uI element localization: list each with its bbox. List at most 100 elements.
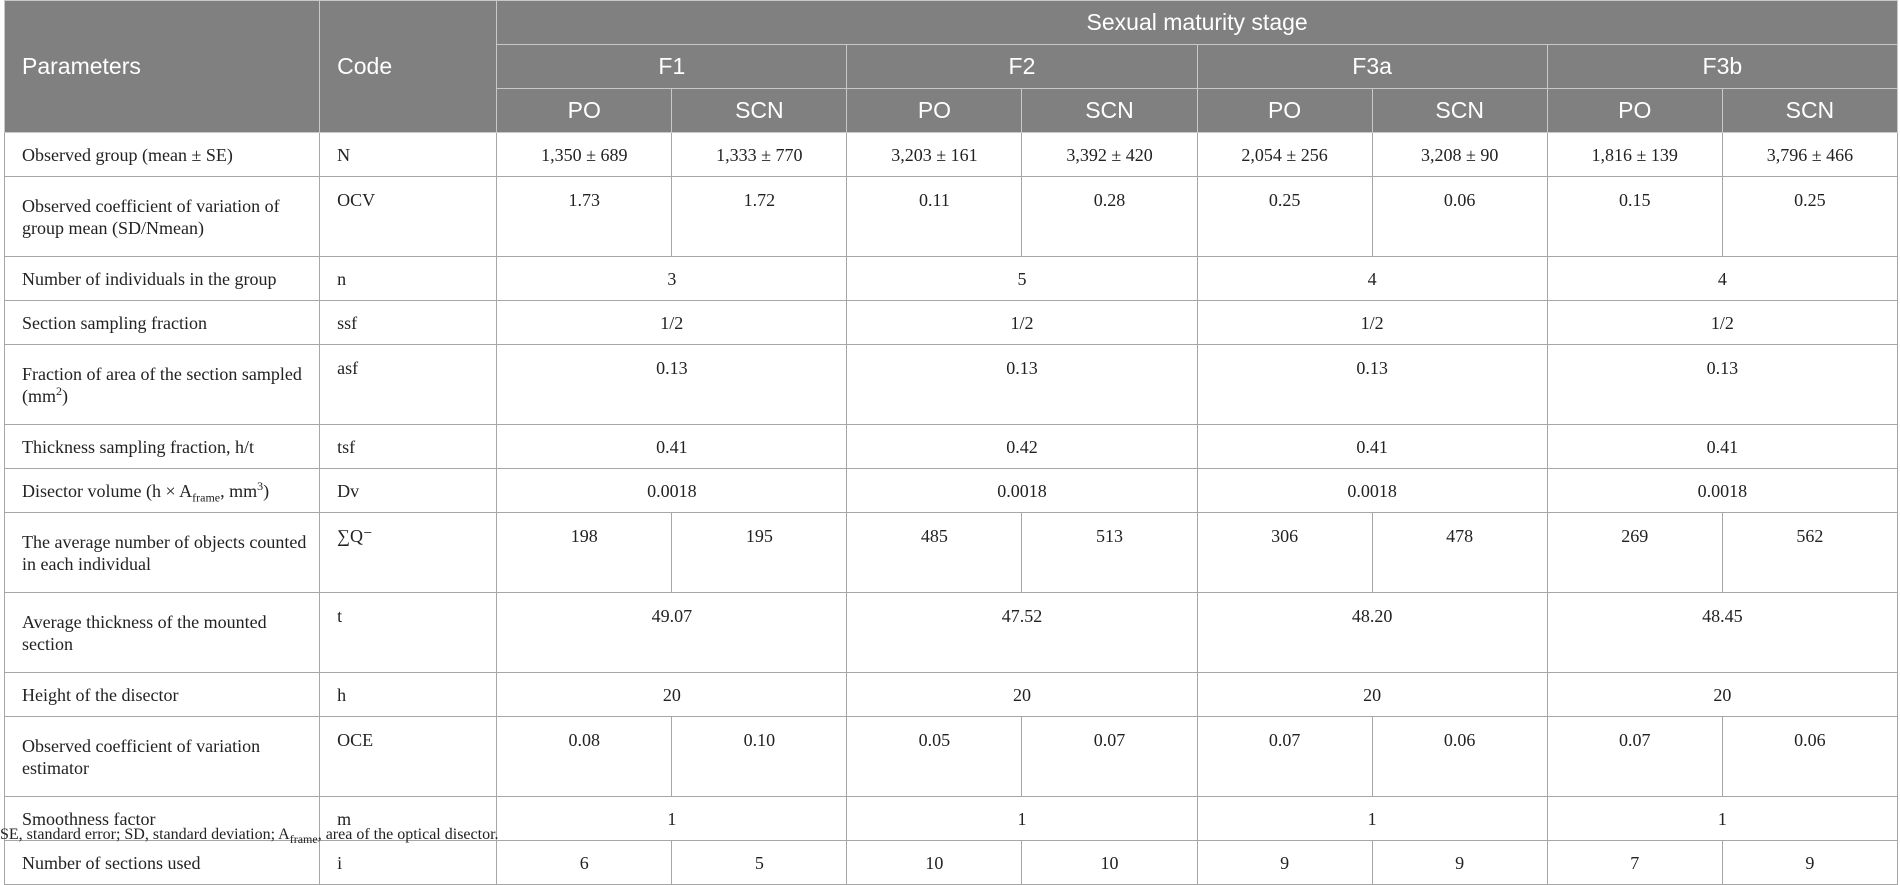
header-stage-f2: F2 [846, 44, 1198, 89]
table-cell: 0.06 [1371, 176, 1548, 257]
table-cell: 5 [671, 840, 848, 885]
row-code: m [319, 796, 498, 841]
table-cell: 195 [671, 512, 848, 593]
table-container: Parameters Code Sexual maturity stage F1… [3, 0, 1899, 885]
row-code: ssf [319, 300, 498, 345]
header-sub-po: PO [846, 88, 1023, 133]
table-cell: 2,054 ± 256 [1196, 132, 1373, 177]
row-param: Observed coefficient of variation of gro… [3, 176, 321, 257]
header-sub-scn: SCN [1371, 88, 1548, 133]
table-cell: 20 [496, 672, 848, 717]
table-cell: 9 [1196, 840, 1373, 885]
table-body: Observed group (mean ± SE) N 1,350 ± 689… [3, 132, 1899, 885]
table-cell: 0.13 [496, 344, 848, 425]
row-code: t [319, 592, 498, 673]
table-cell: 0.06 [1721, 716, 1899, 797]
table-cell: 20 [1196, 672, 1548, 717]
row-param-mid: , mm [220, 480, 258, 501]
table-cell: 306 [1196, 512, 1373, 593]
table-cell: 4 [1546, 256, 1899, 301]
table-cell: 49.07 [496, 592, 848, 673]
header-stage-f1: F1 [496, 44, 848, 89]
row-param-text: Fraction of area of the section sampled … [22, 363, 302, 406]
table-cell: 9 [1721, 840, 1899, 885]
row-code: tsf [319, 424, 498, 469]
table-cell: 20 [846, 672, 1198, 717]
table-cell: 269 [1546, 512, 1723, 593]
table-cell: 7 [1546, 840, 1723, 885]
table-cell: 48.20 [1196, 592, 1548, 673]
table-row-tsf: Thickness sampling fraction, h/t tsf 0.4… [3, 424, 1899, 469]
table-row-smoothness: Smoothness factor m 1 1 1 1 [3, 796, 1899, 841]
row-param: Number of individuals in the group [3, 256, 321, 301]
table-cell: 3,392 ± 420 [1021, 132, 1198, 177]
table-footnote: SE, standard error; SD, standard deviati… [0, 826, 499, 845]
table-cell: 1.73 [496, 176, 673, 257]
table-row-objects-counted: The average number of objects counted in… [3, 512, 1899, 593]
table-cell: 0.08 [496, 716, 673, 797]
table-cell: 9 [1371, 840, 1548, 885]
table-cell: 0.0018 [1196, 468, 1548, 513]
table-row-asf: Fraction of area of the section sampled … [3, 344, 1899, 425]
stereology-parameters-table: Parameters Code Sexual maturity stage F1… [3, 0, 1899, 885]
header-sub-po: PO [496, 88, 673, 133]
header-sub-po: PO [1196, 88, 1373, 133]
header-sub-scn: SCN [1721, 88, 1899, 133]
row-code: h [319, 672, 498, 717]
table-cell: 6 [496, 840, 673, 885]
header-sub-scn: SCN [1021, 88, 1198, 133]
header-sub-scn: SCN [671, 88, 848, 133]
row-code: i [319, 840, 498, 885]
header-stage-f3b: F3b [1546, 44, 1899, 89]
table-cell: 10 [846, 840, 1023, 885]
table-row-observed-group: Observed group (mean ± SE) N 1,350 ± 689… [3, 132, 1899, 177]
row-code: N [319, 132, 498, 177]
table-cell: 0.11 [846, 176, 1023, 257]
row-param-end: ) [62, 385, 68, 406]
table-cell: 1/2 [846, 300, 1198, 345]
superscript: 3 [257, 478, 264, 493]
footnote-text-b: , area of the optical disector. [317, 826, 499, 843]
table-row-height: Height of the disector h 20 20 20 20 [3, 672, 1899, 717]
table-cell: 1 [1196, 796, 1548, 841]
table-cell: 0.28 [1021, 176, 1198, 257]
table-cell: 0.41 [1546, 424, 1899, 469]
row-param: Disector volume (h × Aframe, mm3) [3, 468, 321, 513]
table-cell: 48.45 [1546, 592, 1899, 673]
row-param: Number of sections used [3, 840, 321, 885]
table-row-sections-used: Number of sections used i 6 5 10 10 9 9 … [3, 840, 1899, 885]
header-code: Code [319, 0, 498, 133]
table-cell: 1,333 ± 770 [671, 132, 848, 177]
row-code: Dv [319, 468, 498, 513]
table-cell: 1.72 [671, 176, 848, 257]
table-cell: 0.25 [1196, 176, 1373, 257]
header-sub-po: PO [1546, 88, 1723, 133]
table-cell: 3,203 ± 161 [846, 132, 1023, 177]
table-cell: 0.41 [1196, 424, 1548, 469]
table-cell: 1 [846, 796, 1198, 841]
table-row-ssf: Section sampling fraction ssf 1/2 1/2 1/… [3, 300, 1899, 345]
table-row-thickness: Average thickness of the mounted section… [3, 592, 1899, 673]
header-parameters: Parameters [3, 0, 321, 133]
table-cell: 1,350 ± 689 [496, 132, 673, 177]
row-param-end: ) [263, 480, 270, 501]
table-cell: 3 [496, 256, 848, 301]
table-cell: 0.07 [1546, 716, 1723, 797]
table-cell: 0.13 [1196, 344, 1548, 425]
table-cell: 198 [496, 512, 673, 593]
table-cell: 0.13 [846, 344, 1198, 425]
table-cell: 485 [846, 512, 1023, 593]
row-param: Thickness sampling fraction, h/t [3, 424, 321, 469]
row-code: OCV [319, 176, 498, 257]
table-cell: 0.13 [1546, 344, 1899, 425]
table-cell: 513 [1021, 512, 1198, 593]
row-param: The average number of objects counted in… [3, 512, 321, 593]
table-cell: 0.06 [1371, 716, 1548, 797]
table-cell: 0.25 [1721, 176, 1899, 257]
table-cell: 0.0018 [496, 468, 848, 513]
row-param-text: Disector volume (h × A [22, 480, 193, 501]
table-cell: 1,816 ± 139 [1546, 132, 1723, 177]
row-param: Observed group (mean ± SE) [3, 132, 321, 177]
row-code: OCE [319, 716, 498, 797]
row-code: asf [319, 344, 498, 425]
